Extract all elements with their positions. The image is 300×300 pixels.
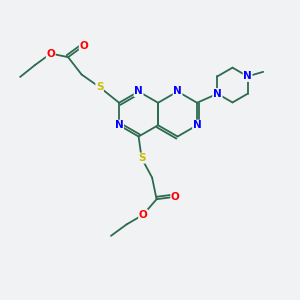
Text: O: O	[46, 49, 55, 58]
Text: O: O	[139, 210, 148, 220]
Text: N: N	[213, 89, 222, 99]
Text: N: N	[243, 71, 252, 81]
Text: O: O	[79, 41, 88, 51]
Text: N: N	[134, 86, 143, 97]
Text: N: N	[193, 120, 201, 130]
Text: N: N	[213, 89, 222, 99]
Text: N: N	[115, 120, 124, 130]
Text: O: O	[171, 192, 180, 202]
Text: N: N	[173, 86, 182, 97]
Text: S: S	[138, 153, 145, 163]
Text: S: S	[96, 82, 103, 92]
